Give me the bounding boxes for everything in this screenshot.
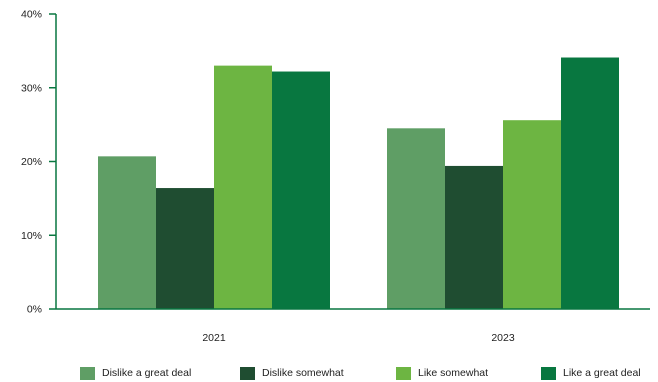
x-tick-label-2021: 2021 xyxy=(202,332,226,344)
legend-swatch-like-a-great-deal xyxy=(541,366,556,380)
x-tick-label-2023: 2023 xyxy=(491,332,515,344)
legend-swatch-dislike-a-great-deal xyxy=(80,366,95,380)
legend-label-dislike-somewhat: Dislike somewhat xyxy=(262,367,344,379)
legend-item-dislike-somewhat: Dislike somewhat xyxy=(240,366,344,380)
legend-label-like-a-great-deal: Like a great deal xyxy=(563,367,641,379)
legend-swatch-like-somewhat xyxy=(396,366,411,380)
legend: Dislike a great deal Dislike somewhat Li… xyxy=(0,366,658,382)
y-tick-label-10: 10% xyxy=(21,230,42,242)
bar-dislike-a-great-deal-2021 xyxy=(98,156,156,309)
y-tick-label-20: 20% xyxy=(21,156,42,168)
y-tick-label-40: 40% xyxy=(21,9,42,21)
bar-dislike-a-great-deal-2023 xyxy=(387,128,445,309)
legend-label-dislike-a-great-deal: Dislike a great deal xyxy=(102,367,192,379)
bar-like-a-great-deal-2021 xyxy=(272,71,330,310)
bar-like-somewhat-2023 xyxy=(503,120,561,309)
bar-dislike-somewhat-2023 xyxy=(445,165,503,309)
bar-like-a-great-deal-2023 xyxy=(561,57,619,310)
bar-dislike-somewhat-2021 xyxy=(156,188,214,309)
y-tick-label-30: 30% xyxy=(21,82,42,94)
legend-item-like-a-great-deal: Like a great deal xyxy=(541,366,641,380)
bar-like-somewhat-2021 xyxy=(214,65,272,309)
legend-swatch-dislike-somewhat xyxy=(240,366,255,380)
legend-item-like-somewhat: Like somewhat xyxy=(396,366,488,380)
legend-label-like-somewhat: Like somewhat xyxy=(418,367,489,379)
y-tick-label-0: 0% xyxy=(27,304,42,316)
legend-item-dislike-a-great-deal: Dislike a great deal xyxy=(80,366,191,380)
